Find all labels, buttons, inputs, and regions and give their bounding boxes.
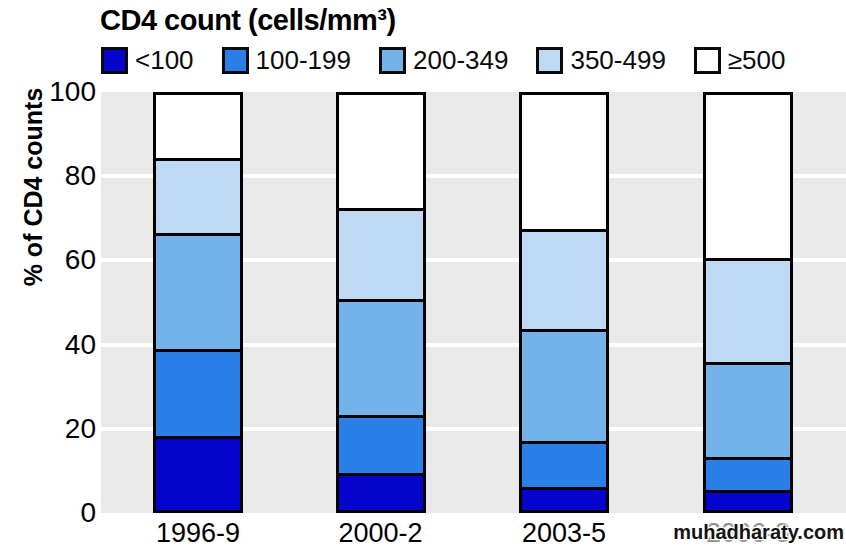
bar-segment-≥500 <box>339 95 423 211</box>
bar-segment-100-199 <box>339 418 423 476</box>
bar-segment-350-499 <box>156 161 240 236</box>
x-tick-label: 2003-5 <box>489 517 639 549</box>
x-tick-label: 2000-2 <box>306 517 456 549</box>
legend-swatch <box>379 47 406 74</box>
bar-segment-≥500 <box>156 95 240 161</box>
legend-item-200-349: 200-349 <box>379 45 508 76</box>
legend-item-350-499: 350-499 <box>536 45 665 76</box>
bar-segment-100-199 <box>522 444 606 490</box>
bar-segment-≥500 <box>706 95 790 261</box>
bar-2000-2 <box>336 92 426 513</box>
bar-segment-200-349 <box>339 302 423 418</box>
legend: <100 100-199 200-349 350-499 ≥500 <box>101 45 786 76</box>
legend-item-label: <100 <box>135 45 194 76</box>
bar-segment-<100 <box>156 439 240 510</box>
y-tick-label: 20 <box>0 412 96 446</box>
bar-segment-<100 <box>522 490 606 510</box>
legend-item-label: ≥500 <box>728 45 786 76</box>
legend-item-≥500: ≥500 <box>694 45 786 76</box>
bar-segment-100-199 <box>706 460 790 493</box>
bar-segment-350-499 <box>706 261 790 365</box>
bar-segment-350-499 <box>522 232 606 332</box>
bar-2006-8 <box>703 92 793 513</box>
legend-swatch <box>536 47 563 74</box>
bar-segment-200-349 <box>706 365 790 460</box>
legend-item-label: 200-349 <box>413 45 508 76</box>
x-tick-label: 1996-9 <box>123 517 273 549</box>
bar-segment-200-349 <box>156 236 240 352</box>
bar-segment-200-349 <box>522 332 606 444</box>
legend-swatch <box>101 47 128 74</box>
legend-item-label: 100-199 <box>256 45 351 76</box>
bar-1996-9 <box>153 92 243 513</box>
bar-segment-350-499 <box>339 211 423 302</box>
legend-item-100-199: 100-199 <box>222 45 351 76</box>
bar-segment-<100 <box>706 493 790 510</box>
bar-segment-<100 <box>339 476 423 510</box>
chart-title: CD4 count (cells/mm³) <box>100 4 396 37</box>
legend-swatch <box>222 47 249 74</box>
bar-segment-≥500 <box>522 95 606 232</box>
bar-segment-100-199 <box>156 352 240 439</box>
legend-item-<100: <100 <box>101 45 194 76</box>
watermark: muhadharaty.com <box>673 521 844 544</box>
plot-area <box>101 92 846 513</box>
legend-item-label: 350-499 <box>570 45 665 76</box>
y-tick-label: 80 <box>0 159 96 193</box>
legend-swatch <box>694 47 721 74</box>
y-tick-label: 60 <box>0 243 96 277</box>
y-tick-label: 40 <box>0 328 96 362</box>
stacked-bar-chart: CD4 count (cells/mm³) <100 100-199 200-349… <box>0 0 846 550</box>
bar-2003-5 <box>519 92 609 513</box>
y-tick-label: 100 <box>0 75 96 109</box>
y-tick-label: 0 <box>0 496 96 530</box>
